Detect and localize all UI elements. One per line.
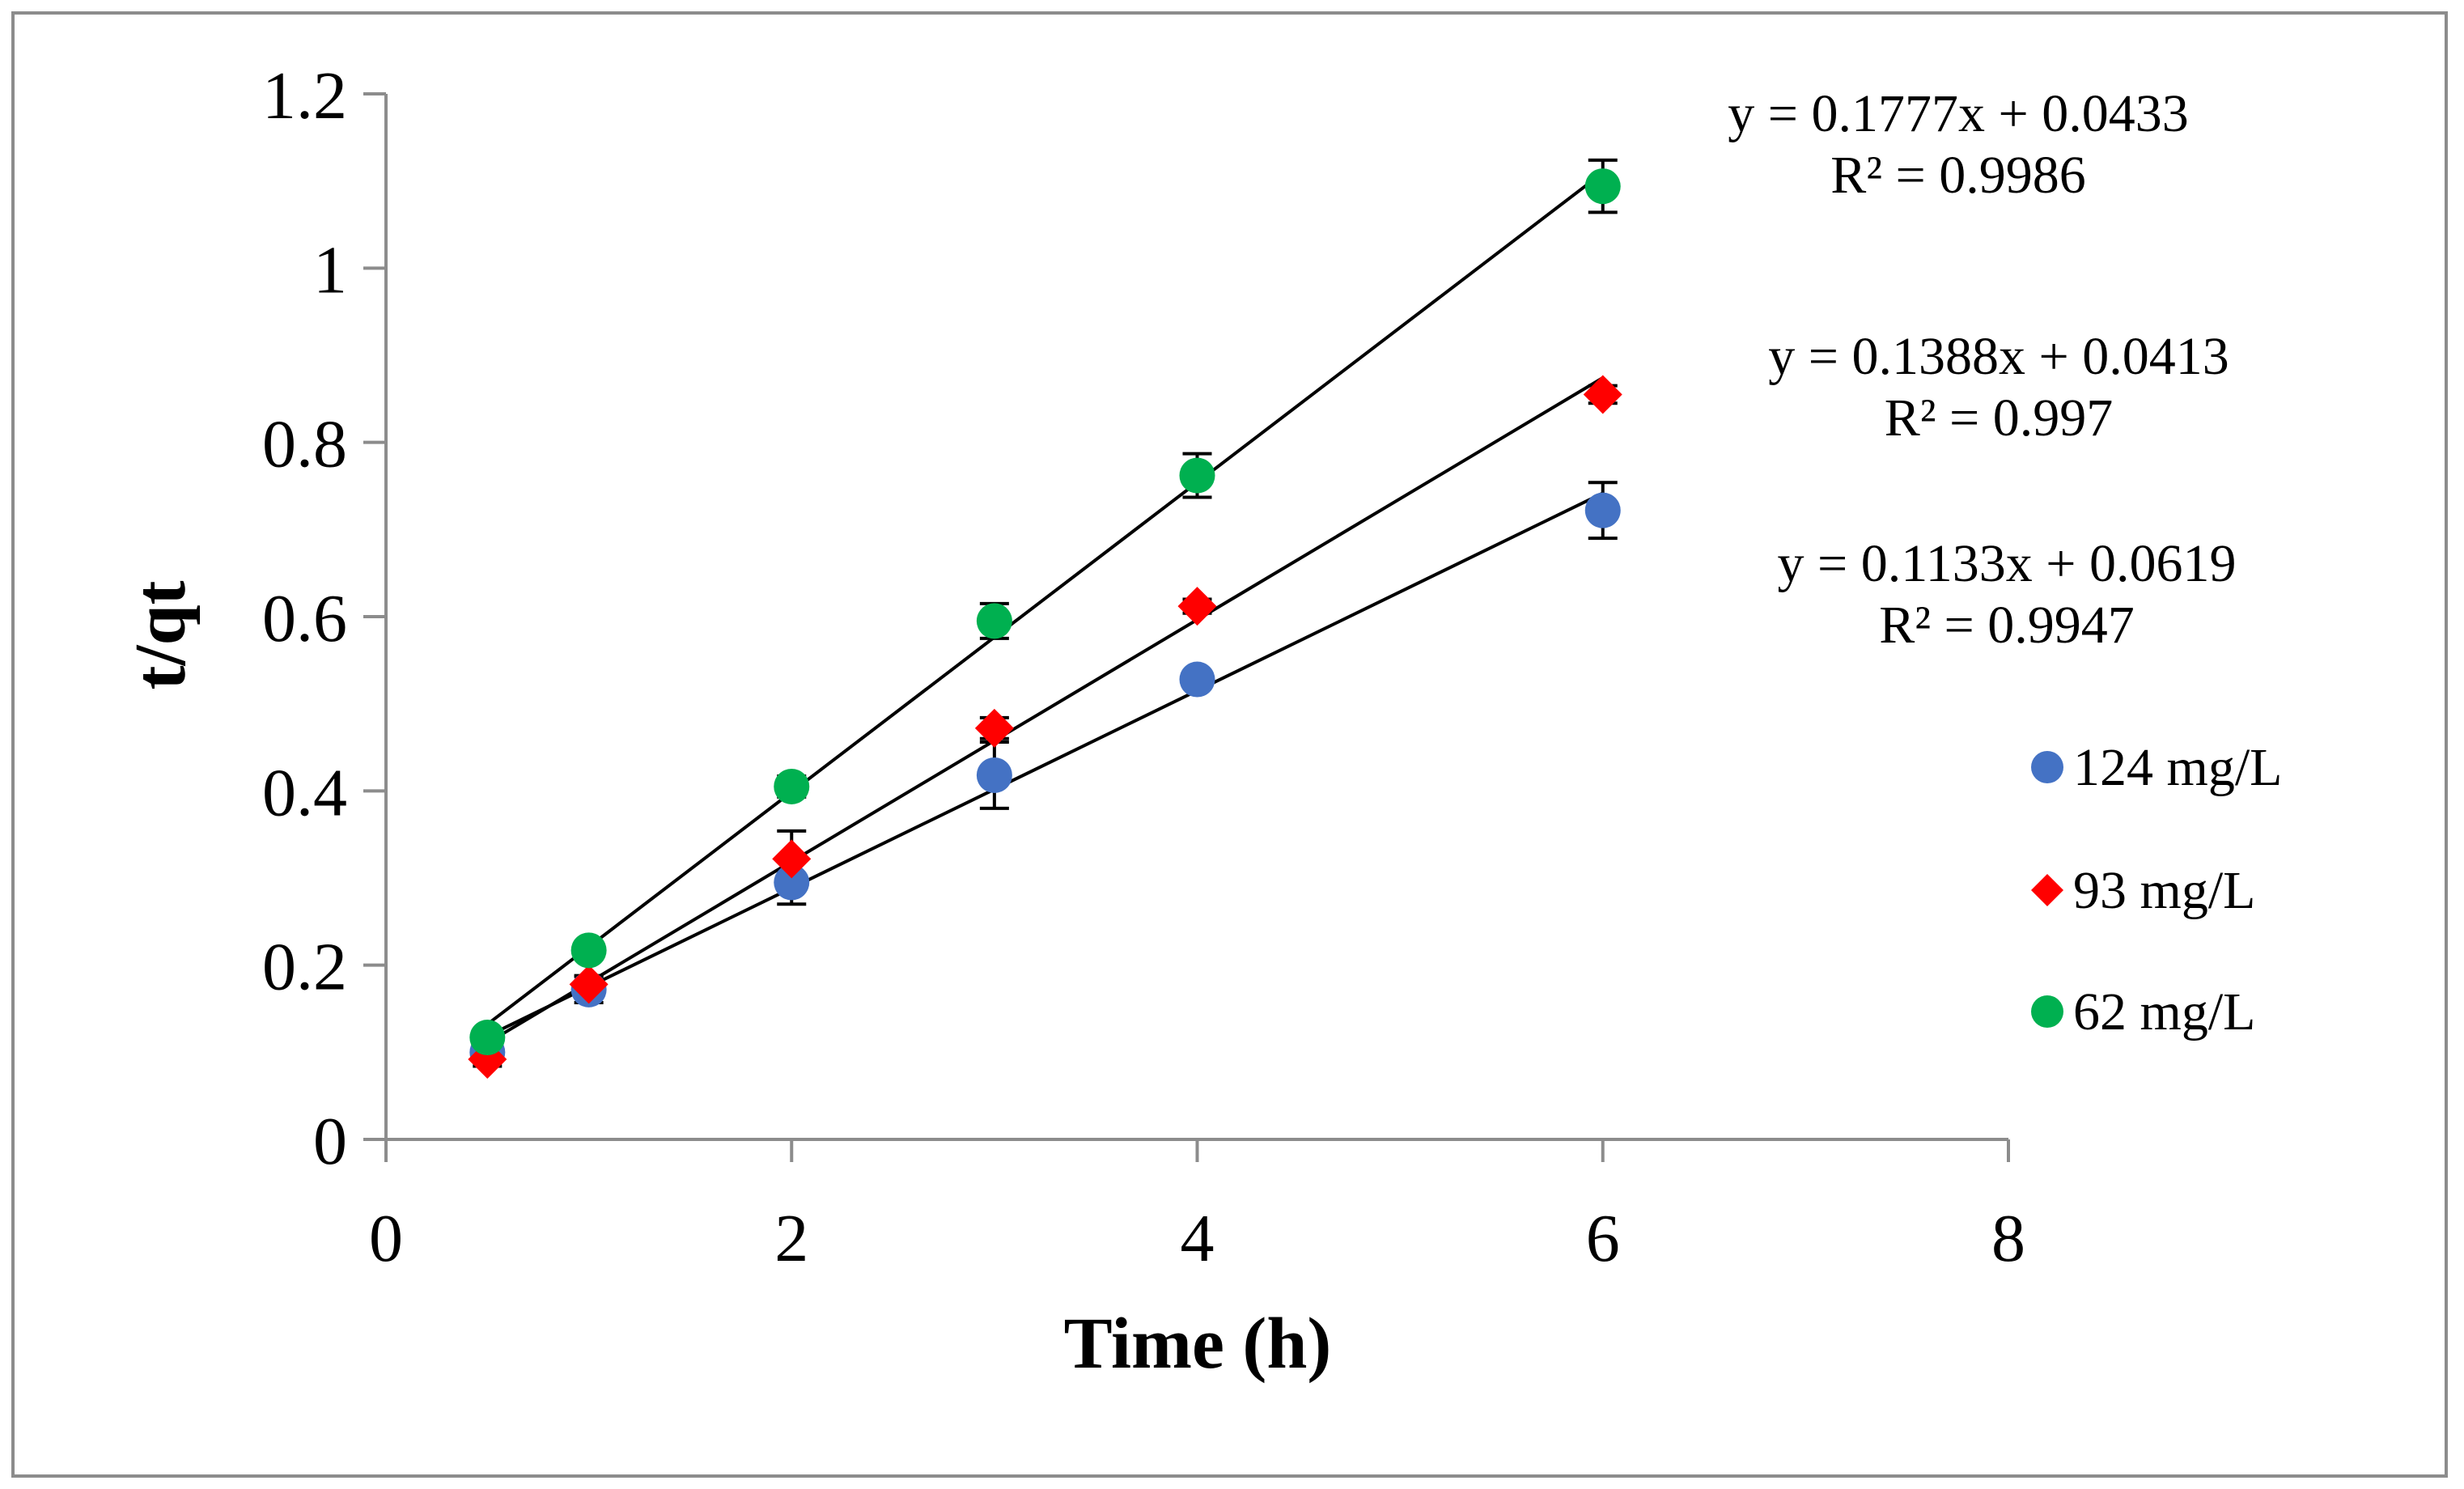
- data-point: [469, 1020, 506, 1056]
- data-point: [974, 708, 1014, 748]
- x-tick-label: 8: [1991, 1201, 2025, 1276]
- data-point: [976, 603, 1012, 639]
- legend-marker: [2031, 995, 2063, 1028]
- data-point: [1179, 457, 1215, 494]
- data-point: [1179, 661, 1215, 698]
- error-bars: [473, 158, 1618, 1068]
- legend-label: 62 mg/L: [2073, 982, 2256, 1041]
- trendline-r2: R² = 0.997: [1885, 388, 2114, 448]
- data-point: [570, 932, 607, 969]
- data-point: [1584, 168, 1621, 205]
- x-tick-label: 4: [1181, 1201, 1215, 1276]
- trendline: [486, 376, 1604, 1045]
- x-tick-label: 2: [774, 1201, 808, 1276]
- legend-marker: [2031, 751, 2063, 783]
- y-axis-label: t/qt: [121, 580, 201, 689]
- chart-frame: [11, 11, 2448, 1478]
- legend-label: 124 mg/L: [2073, 738, 2283, 797]
- x-axis-label: Time (h): [1064, 1304, 1332, 1384]
- data-points: [468, 168, 1622, 1079]
- trendline-r2: R² = 0.9947: [1879, 596, 2135, 655]
- y-tick-label: 0.4: [262, 755, 347, 830]
- data-point: [772, 839, 812, 879]
- legend: 124 mg/L 93 mg/L 62 mg/L: [2031, 738, 2283, 1041]
- data-point: [774, 768, 810, 804]
- y-tick-label: 0.8: [262, 407, 347, 482]
- trendline-equation: y = 0.1388x + 0.0413: [1768, 327, 2229, 386]
- y-tick-label: 1: [313, 232, 347, 308]
- y-tick-label: 0: [313, 1104, 347, 1179]
- trendline-equation: y = 0.1777x + 0.0433: [1728, 84, 2188, 143]
- trendlines: [486, 171, 1604, 1045]
- trendline-equation: y = 0.1133x + 0.0619: [1778, 534, 2237, 593]
- legend-marker: [2031, 874, 2063, 906]
- legend-label: 93 mg/L: [2073, 861, 2256, 920]
- y-tick-label: 1.2: [262, 58, 347, 134]
- y-tick-label: 0.6: [262, 581, 347, 656]
- data-point: [569, 965, 609, 1004]
- data-point: [1583, 375, 1622, 414]
- trendline: [486, 491, 1604, 1038]
- data-point: [976, 757, 1012, 793]
- data-point: [774, 864, 810, 901]
- data-point: [1177, 587, 1217, 626]
- axes: 0 2 4 6 8 0 0.2 0.4 0.6 0.8 1 1.2: [262, 58, 2025, 1276]
- x-tick-label: 0: [369, 1201, 403, 1276]
- trendline-r2: R² = 0.9986: [1830, 146, 2086, 205]
- y-tick-label: 0.2: [262, 930, 347, 1005]
- data-point: [1584, 492, 1621, 528]
- x-tick-label: 6: [1586, 1201, 1620, 1276]
- trendline: [486, 171, 1604, 1026]
